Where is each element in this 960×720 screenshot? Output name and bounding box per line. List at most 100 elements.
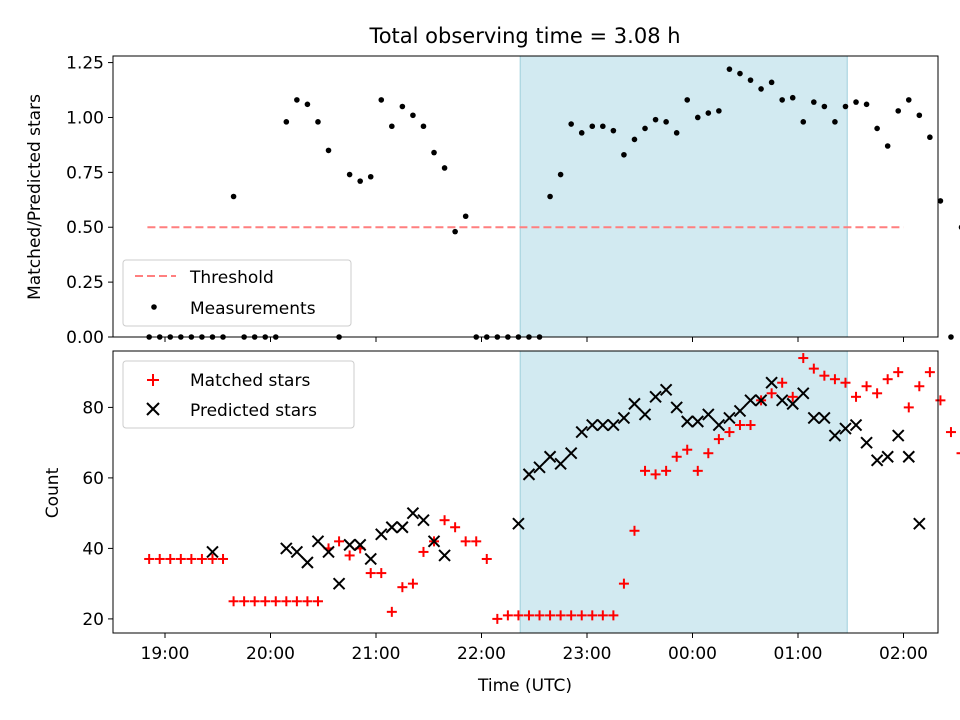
predicted-point (406, 506, 420, 520)
matched-point (745, 420, 756, 431)
y-tick-label: 0.50 (66, 218, 104, 238)
x-tick-label: 20:00 (246, 644, 295, 664)
matched-point (661, 465, 672, 476)
predicted-point (543, 450, 557, 463)
matched-point (703, 448, 714, 459)
x-tick-label: 22:00 (457, 644, 506, 664)
top-panel-shade (520, 56, 848, 337)
matched-point (196, 553, 207, 564)
predicted-point (385, 521, 399, 534)
top-panel-ticks: 0.00 0.25 0.50 0.75 1.00 1.25 (66, 54, 904, 348)
predicted-point (913, 517, 926, 530)
matched-point (545, 610, 556, 621)
matched-point (882, 374, 893, 385)
predicted-point (818, 411, 831, 425)
predicted-point (659, 383, 673, 396)
predicted-point (311, 535, 325, 548)
measurement-point (842, 103, 849, 110)
measurement-point (346, 171, 353, 178)
measurement-point (779, 97, 785, 103)
measurement-point (874, 125, 880, 132)
measurement-point (631, 136, 638, 143)
matched-point (734, 420, 745, 431)
predicted-legend-label: Predicted stars (190, 401, 317, 421)
predicted-point (290, 545, 304, 559)
matched-legend-marker (147, 374, 159, 386)
measurement-point (758, 86, 764, 92)
predicted-point (849, 418, 863, 432)
predicted-point (554, 457, 567, 471)
measurement-point (410, 112, 416, 119)
matched-point (523, 610, 534, 621)
matched-point (386, 606, 397, 617)
predicted-point (206, 545, 219, 559)
matched-point (713, 434, 724, 445)
predicted-point (628, 397, 641, 411)
threshold-legend-label: Threshold (189, 268, 274, 288)
predicted-point (364, 552, 377, 566)
predicted-point (765, 376, 778, 389)
predicted-point (343, 538, 356, 552)
measurement-point (694, 114, 701, 121)
measurement-point (367, 173, 374, 180)
predicted-point (375, 528, 388, 541)
matched-point (597, 610, 608, 621)
matched-point (302, 596, 313, 607)
measurements-legend-marker (151, 304, 157, 310)
matched-point (312, 596, 323, 607)
predicted-point (775, 394, 789, 407)
bottom-legend-box (122, 360, 355, 429)
matched-point (460, 536, 471, 547)
matched-point (471, 536, 482, 547)
predicted-point (512, 517, 525, 530)
predicted-point (417, 513, 430, 527)
predicted-point (860, 436, 873, 449)
predicted-point (786, 397, 799, 411)
matched-point (576, 610, 587, 621)
y-tick-label: 0.25 (66, 273, 104, 293)
matched-point (650, 469, 661, 480)
measurement-point (304, 101, 311, 108)
bottom-panel-marks (144, 351, 960, 633)
y-tick-label: 0.00 (66, 328, 104, 348)
x-tick-label: 21:00 (352, 644, 401, 664)
measurement-point (441, 165, 448, 171)
y-tick-label: 1.00 (66, 108, 104, 128)
y-tick-label: 80 (82, 398, 104, 418)
measurement-point (863, 101, 870, 108)
matched-point (872, 388, 883, 399)
matched-point (840, 377, 851, 388)
predicted-point (892, 429, 905, 442)
matched-point (218, 553, 229, 564)
predicted-point (702, 408, 715, 421)
measurement-point (716, 108, 722, 114)
measurement-point (821, 103, 828, 110)
measurement-point (452, 228, 458, 235)
top-legend: Threshold Measurements (122, 259, 352, 327)
y-tick-label: 1.25 (66, 54, 104, 74)
matched-point (249, 596, 260, 607)
measurement-point (389, 123, 395, 130)
matched-point (481, 553, 492, 564)
matched-point (819, 370, 830, 381)
matched-point (935, 395, 946, 406)
matched-point (239, 596, 250, 607)
predicted-point (828, 429, 842, 442)
x-tick-label: 23:00 (563, 644, 612, 664)
measurement-point (948, 334, 954, 340)
x-tick-label: 01:00 (774, 644, 823, 664)
predicted-point (575, 425, 588, 439)
measurement-point (568, 121, 574, 127)
matched-point (175, 553, 186, 564)
predicted-point (807, 411, 821, 425)
predicted-point (733, 404, 747, 418)
matched-point (829, 374, 840, 385)
measurement-point (462, 213, 469, 220)
predicted-point (902, 450, 915, 463)
predicted-point (712, 418, 726, 432)
predicted-point (754, 394, 768, 407)
predicted-point (744, 394, 757, 407)
predicted-point (522, 468, 536, 481)
matched-point (956, 452, 960, 455)
